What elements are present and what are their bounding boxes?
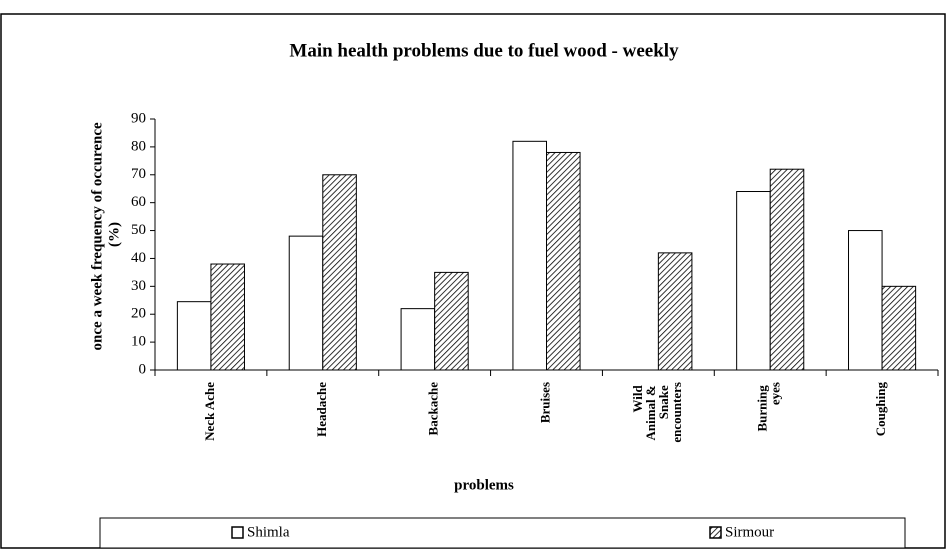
- chart-title: Main health problems due to fuel wood - …: [289, 40, 679, 61]
- bar: [769, 168, 805, 371]
- y-tick-label: 70: [131, 166, 146, 182]
- legend-swatch: [709, 526, 722, 539]
- y-tick-label: 60: [131, 194, 146, 210]
- x-tick-label: Backache: [426, 382, 441, 436]
- x-tick-label: Bruises: [537, 382, 552, 423]
- legend-label: Sirmour: [725, 524, 774, 540]
- y-tick-label: 40: [131, 250, 146, 266]
- bar: [657, 252, 693, 371]
- bar: [546, 151, 581, 371]
- bar: [400, 308, 436, 371]
- y-axis-title: once a week frequency of occurence (%): [90, 119, 123, 351]
- bar: [848, 230, 883, 371]
- y-tick-label: 10: [131, 334, 146, 350]
- x-tick-label: Coughing: [873, 382, 888, 437]
- legend-swatch: [231, 526, 244, 539]
- y-tick-label: 80: [131, 138, 146, 154]
- bar: [512, 140, 548, 371]
- y-tick-label: 50: [131, 222, 146, 238]
- bar: [322, 174, 357, 371]
- x-tick-label: Wild Animal & Snake encounters: [630, 382, 684, 443]
- bar: [736, 191, 771, 371]
- bar: [881, 285, 917, 371]
- y-tick-label: 30: [131, 278, 146, 294]
- bar: [434, 271, 469, 371]
- y-tick-label: 0: [139, 361, 147, 377]
- bar: [288, 235, 324, 371]
- legend-box: [99, 517, 906, 549]
- legend-label: Shimla: [247, 524, 290, 540]
- bar: [176, 301, 212, 371]
- x-tick-label: Neck Ache: [202, 382, 217, 441]
- x-tick-label: Burning eyes: [755, 382, 783, 432]
- x-axis-title: problems: [454, 477, 514, 493]
- y-tick-label: 20: [131, 306, 146, 322]
- y-tick-label: 90: [131, 110, 146, 126]
- bar: [210, 263, 245, 371]
- x-tick-label: Headache: [314, 382, 329, 437]
